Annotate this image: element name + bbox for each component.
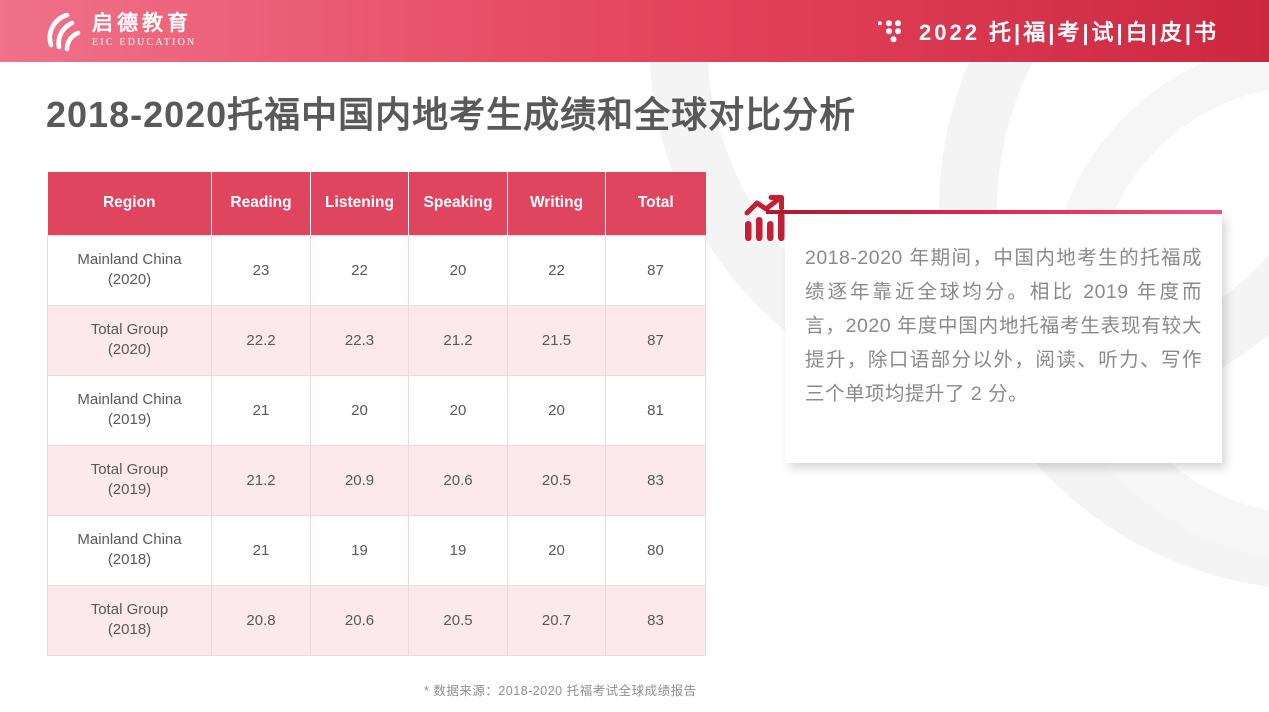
score-cell: 83: [605, 444, 706, 516]
score-cell: 21.2: [408, 304, 508, 376]
column-header-writing: Writing: [507, 172, 606, 235]
score-cell: 21: [211, 374, 311, 446]
dots-grid-icon: [877, 19, 903, 43]
score-cell: 19: [310, 514, 409, 586]
score-cell: 20.5: [408, 584, 508, 656]
page-title: 2018-2020托福中国内地考生成绩和全球对比分析: [46, 94, 857, 135]
region-year: (2019): [107, 481, 152, 498]
score-cell: 20.5: [507, 444, 606, 516]
score-table: Region Reading Listening Speaking Writin…: [47, 172, 706, 656]
eic-leaf-logo-icon: [42, 10, 82, 52]
score-cell: 87: [605, 304, 706, 376]
region-cell: Total Group (2019): [47, 444, 212, 516]
region-name: Total Group: [90, 320, 169, 338]
top-banner: 启德教育 EIC EDUCATION 2022 托|福|考|试|白|皮|书: [0, 0, 1269, 62]
region-name: Total Group: [90, 460, 169, 478]
data-source-footnote: * 数据来源：2018-2020 托福考试全球成绩报告: [424, 684, 697, 698]
column-header-region: Region: [47, 172, 212, 235]
score-cell: 21.2: [211, 444, 311, 516]
region-cell: Mainland China (2018): [47, 514, 212, 586]
region-year: (2018): [107, 551, 152, 568]
score-cell: 20: [507, 374, 606, 446]
column-header-reading: Reading: [211, 172, 311, 235]
callout-accent-line: [766, 210, 1222, 214]
logo-name-en: EIC EDUCATION: [92, 37, 197, 49]
score-cell: 20: [408, 374, 508, 446]
region-year: (2019): [107, 411, 152, 428]
score-cell: 20.8: [211, 584, 311, 656]
logo-name-cn: 启德教育: [92, 12, 192, 36]
table-header-row: Region Reading Listening Speaking Writin…: [47, 172, 706, 235]
score-cell: 22.3: [310, 304, 409, 376]
score-cell: 21: [211, 514, 311, 586]
score-cell: 20.7: [507, 584, 606, 656]
region-cell: Mainland China (2020): [47, 234, 212, 306]
score-cell: 80: [605, 514, 706, 586]
score-cell: 23: [211, 234, 311, 306]
score-cell: 87: [605, 234, 706, 306]
analysis-callout: 2018-2020 年期间，中国内地考生的托福成绩逐年靠近全球均分。相比 201…: [785, 214, 1222, 463]
eic-logo: 启德教育 EIC EDUCATION: [42, 10, 196, 52]
region-name: Mainland China: [77, 250, 182, 268]
score-cell: 21.5: [507, 304, 606, 376]
score-cell: 20.9: [310, 444, 409, 516]
table-row: Mainland China (2018) 21 19 19 20 80: [47, 514, 706, 586]
region-name: Mainland China: [77, 530, 182, 548]
score-cell: 19: [408, 514, 508, 586]
score-cell: 22: [310, 234, 409, 306]
edition-title: 2022 托|福|考|试|白|皮|书: [919, 20, 1219, 45]
region-year: (2018): [107, 621, 152, 638]
score-cell: 20: [507, 514, 606, 586]
score-cell: 83: [605, 584, 706, 656]
table-row: Total Group (2019) 21.2 20.9 20.6 20.5 8…: [47, 444, 706, 516]
table-row: Mainland China (2019) 21 20 20 20 81: [47, 374, 706, 446]
region-year: (2020): [107, 341, 152, 358]
column-header-speaking: Speaking: [408, 172, 508, 235]
score-cell: 20: [310, 374, 409, 446]
table-row: Total Group (2020) 22.2 22.3 21.2 21.5 8…: [47, 304, 706, 376]
region-cell: Total Group (2018): [47, 584, 212, 656]
region-name: Total Group: [90, 600, 169, 618]
score-cell: 20.6: [310, 584, 409, 656]
table-row: Total Group (2018) 20.8 20.6 20.5 20.7 8…: [47, 584, 706, 656]
analysis-text: 2018-2020 年期间，中国内地考生的托福成绩逐年靠近全球均分。相比 201…: [805, 247, 1202, 405]
trend-chart-icon: [743, 195, 787, 248]
score-cell: 20.6: [408, 444, 508, 516]
score-cell: 81: [605, 374, 706, 446]
score-cell: 20: [408, 234, 508, 306]
table-row: Mainland China (2020) 23 22 20 22 87: [47, 234, 706, 306]
region-cell: Mainland China (2019): [47, 374, 212, 446]
eic-logo-text: 启德教育 EIC EDUCATION: [92, 13, 196, 49]
score-cell: 22: [507, 234, 606, 306]
column-header-total: Total: [605, 172, 706, 235]
score-cell: 22.2: [211, 304, 311, 376]
region-year: (2020): [107, 271, 152, 288]
column-header-listening: Listening: [310, 172, 409, 235]
region-cell: Total Group (2020): [47, 304, 212, 376]
whitepaper-edition: 2022 托|福|考|试|白|皮|书: [877, 15, 1219, 47]
region-name: Mainland China: [77, 390, 182, 408]
